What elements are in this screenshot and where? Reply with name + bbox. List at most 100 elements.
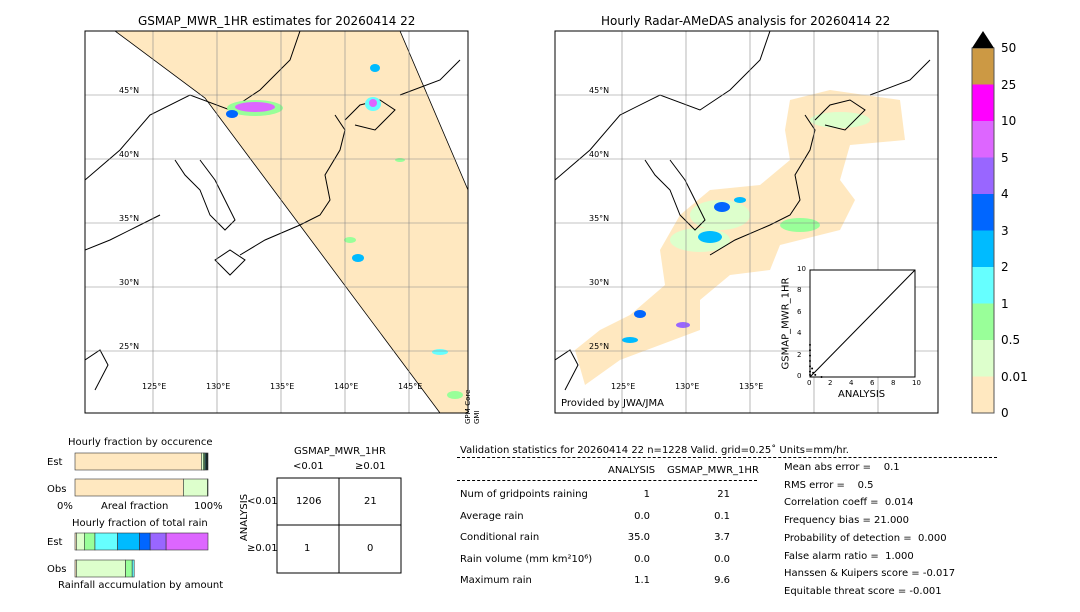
right-map: [555, 31, 938, 413]
colorbar-label: 2: [1001, 260, 1009, 274]
fraction-bars: [74, 452, 209, 578]
sensor-label: GPM-Core GMI: [464, 389, 481, 424]
contingency-table: [276, 477, 402, 574]
scatter-point: [820, 376, 823, 378]
occurrence-title: Hourly fraction by occurence: [68, 437, 213, 448]
lat-label: 35°N: [589, 214, 610, 223]
score-line: False alarm ratio = 1.000: [784, 550, 914, 562]
fraction-segment: [131, 559, 135, 578]
colorbar-segment: [972, 267, 994, 304]
colorbar-segment: [972, 340, 994, 377]
scatter-point: [809, 365, 811, 368]
obs-label: Obs: [47, 484, 67, 495]
fraction-segment: [76, 559, 126, 578]
colorbar-segment: [972, 303, 994, 340]
table-cell: 21: [364, 496, 377, 507]
divider: [457, 457, 997, 458]
left-gridlines: [85, 31, 468, 413]
lon-label: 140°E: [334, 382, 359, 391]
data-credit: Provided by JWA/JMA: [561, 398, 664, 409]
fraction-segment: [117, 532, 140, 551]
left-map-title: GSMAP_MWR_1HR estimates for 20260414 22: [138, 14, 416, 28]
scatter-point: [811, 367, 814, 370]
lat-label: 30°N: [589, 278, 610, 287]
x-tick: 4: [849, 379, 854, 387]
lat-label: 35°N: [119, 214, 140, 223]
y-tick: 8: [797, 286, 802, 295]
scatter-points: [809, 343, 823, 378]
colorbar-segment: [972, 84, 994, 121]
scatter-point: [809, 343, 811, 346]
colorbar-label: 1: [1001, 296, 1009, 311]
y-tick: 10: [797, 265, 806, 273]
stat-analysis-value: 1.1: [634, 575, 650, 586]
fraction-segment: [94, 532, 118, 551]
occurrence-xlabel: Areal fraction: [101, 501, 169, 512]
lat-label: 45°N: [119, 86, 140, 95]
x-tick: 2: [828, 379, 833, 387]
est-label: Est: [47, 457, 63, 468]
x-tick: 0%: [57, 501, 73, 512]
scatter-point: [809, 349, 811, 352]
colorbar-segment: [972, 376, 994, 413]
colorbar-label: 0.5: [1001, 333, 1021, 347]
lon-label: 130°E: [206, 382, 231, 391]
right-coastlines: [555, 31, 931, 391]
table-cell: 1206: [296, 496, 322, 507]
left-rain-cells: [226, 64, 463, 399]
stat-label: Rain volume (mm km²10⁶): [460, 553, 593, 565]
y-tick: 2: [797, 350, 802, 359]
right-map-title: Hourly Radar-AMeDAS analysis for 2026041…: [601, 14, 891, 28]
score-line: Hanssen & Kuipers score = -0.017: [784, 568, 956, 580]
colorbar-label: 5: [1001, 150, 1009, 165]
score-line: Probability of detection = 0.000: [784, 532, 947, 544]
stat-label: Maximum rain: [460, 575, 532, 586]
fraction-segment: [76, 532, 85, 551]
score-line: Frequency bias = 21.000: [784, 515, 910, 527]
y-tick: 0: [797, 372, 802, 380]
colorbar-segment: [972, 48, 994, 85]
table-col-title: GSMAP_MWR_1HR: [294, 446, 386, 457]
fraction-segment: [207, 478, 209, 497]
lat-label: 25°N: [589, 342, 610, 351]
colorbar-label: 4: [1001, 187, 1009, 201]
stats-header: Validation statistics for 20260414 22 n=…: [460, 445, 849, 456]
stats-col-analysis: ANALYSIS: [608, 465, 656, 476]
table-cell: 0: [367, 543, 374, 554]
stat-label: Average rain: [460, 510, 524, 522]
table-col-label: ≥0.01: [355, 461, 386, 472]
lon-label: 130°E: [675, 382, 700, 391]
left-map: [85, 31, 468, 413]
lon-label: 125°E: [142, 382, 167, 391]
scatter-point: [809, 359, 811, 362]
colorbar: [971, 47, 995, 414]
colorbar-label: 25: [1001, 77, 1017, 92]
y-tick: 6: [797, 307, 802, 316]
right-gridlines: [555, 31, 938, 413]
lon-label: 135°E: [270, 382, 295, 391]
score-line: Mean abs error = 0.1: [784, 462, 900, 473]
lat-label: 45°N: [589, 86, 610, 95]
stat-analysis-value: 35.0: [627, 532, 650, 543]
one-to-one-line: [809, 269, 916, 378]
est-label: Est: [47, 537, 63, 548]
scatter-point: [809, 370, 811, 373]
x-tick: 10: [912, 379, 921, 387]
lon-label: 145°E: [398, 382, 423, 391]
lon-label: 135°E: [739, 382, 764, 391]
colorbar-extend-arrow: [972, 31, 994, 48]
stat-gsmap-value: 0.0: [714, 553, 730, 565]
x-tick: 6: [870, 379, 875, 387]
scatter-point: [809, 354, 811, 357]
stat-analysis-value: 0.0: [634, 553, 650, 565]
scatter-xlabel: ANALYSIS: [838, 389, 886, 400]
x-tick: 0: [807, 379, 812, 387]
stat-gsmap-value: 0.1: [714, 510, 730, 522]
stat-gsmap-value: 9.6: [714, 575, 730, 586]
fraction-segment: [139, 532, 151, 551]
scatter-point: [812, 371, 815, 374]
table-row-label: ≥0.01: [247, 543, 278, 554]
stats-col-gsmap: GSMAP_MWR_1HR: [667, 465, 759, 476]
colorbar-label: 0: [1001, 406, 1009, 420]
